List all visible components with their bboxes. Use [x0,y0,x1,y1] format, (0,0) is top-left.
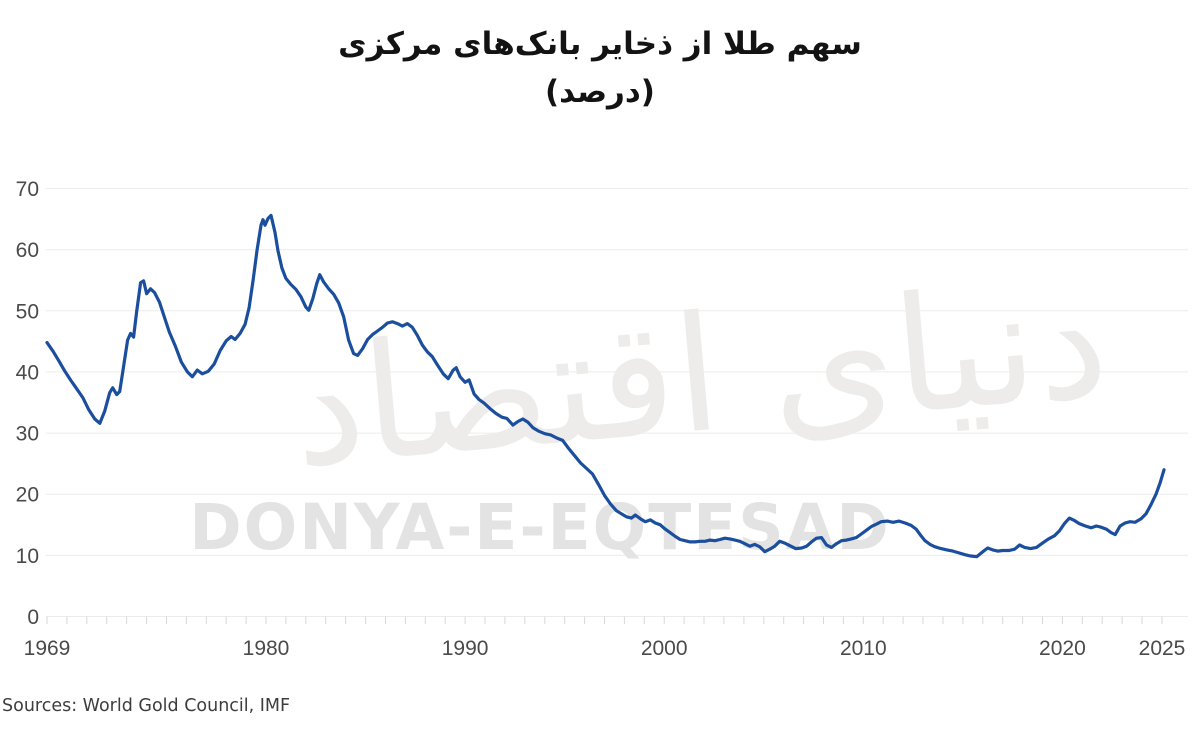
x-tick-label: 2020 [1039,637,1086,660]
axis-labels-group: 0 10 20 30 40 50 60 70 1969 1980 1990 2000 2010 2020 2… [16,178,1186,660]
y-tick-label: 40 [16,361,39,384]
y-tick-label: 10 [16,545,39,568]
chart-title-line2: (درصد) [545,74,655,110]
chart-title-line1: سهم طلا از ذخایر بانک‌های مرکزی [338,26,862,62]
y-tick-label: 30 [16,423,39,446]
source-note: Sources: World Gold Council, IMF [2,696,291,716]
x-tick-label: 1969 [24,637,71,660]
gridlines-group [46,188,1188,624]
persian-calligraphy-watermark: دنیای اقتصاد [284,246,1114,503]
chart-title: سهم طلا از ذخایر بانک‌های مرکزی (درصد) [0,20,1200,116]
y-tick-label: 60 [16,239,39,262]
x-tick-label: 2000 [641,637,688,660]
x-tick-label: 1980 [243,637,290,660]
y-tick-label: 50 [16,300,39,323]
y-tick-label: 0 [27,606,39,629]
gold-share-line [45,213,1166,559]
latin-watermark: DONYA-E-EQTESAD [189,491,890,564]
x-tick-label: 1990 [442,637,489,660]
x-tick-label: 2010 [840,637,887,660]
y-tick-label: 20 [16,484,39,507]
x-tick-label: 2025 [1139,637,1186,660]
y-tick-label: 70 [16,178,39,201]
